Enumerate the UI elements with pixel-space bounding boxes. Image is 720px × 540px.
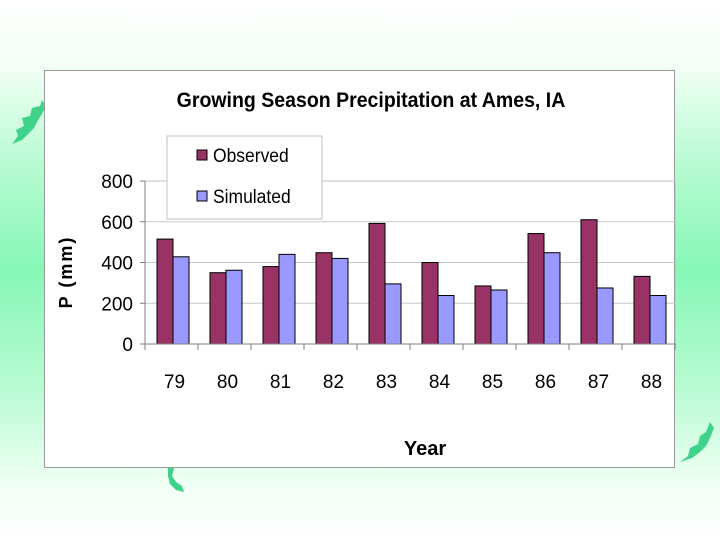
leaf-decor-left-icon (12, 100, 46, 144)
y-tick-label: 600 (101, 213, 133, 234)
bar-simulated-79 (172, 256, 190, 345)
label-layer: 0 200 400 600 800 79 80 81 82 83 84 85 86 87 88 (101, 172, 662, 393)
legend-swatch-simulated (196, 190, 208, 202)
x-tick-label: 86 (535, 372, 556, 393)
x-tick-label: 83 (376, 372, 397, 393)
x-axis-label: Year (404, 438, 446, 460)
bar-observed-87 (580, 219, 598, 345)
legend-label-observed: Observed (213, 144, 289, 166)
bar-simulated-80 (225, 269, 243, 345)
x-tick-label: 81 (270, 372, 291, 393)
y-tick-label: 800 (101, 172, 133, 193)
bar-observed-83 (368, 222, 386, 345)
chart-area: Growing Season Precipitation at Ames, IA… (44, 70, 677, 468)
leaf-decor-right-icon (680, 422, 714, 462)
x-tick-label: 88 (641, 372, 662, 393)
bar-observed-85 (474, 285, 492, 345)
bar-observed-79 (156, 238, 174, 345)
bar-simulated-83 (384, 283, 402, 345)
bar-layer (156, 219, 667, 345)
bar-simulated-82 (331, 257, 349, 345)
bar-observed-84 (421, 262, 439, 345)
bar-simulated-86 (543, 252, 561, 345)
x-tick-label: 84 (429, 372, 451, 393)
bar-observed-81 (262, 266, 280, 345)
y-tick-label: 0 (122, 335, 133, 356)
bar-observed-88 (633, 275, 651, 345)
bar-chart: Growing Season Precipitation at Ames, IA… (56, 89, 677, 460)
bar-simulated-84 (437, 295, 455, 345)
chart-title: Growing Season Precipitation at Ames, IA (177, 89, 566, 112)
x-tick-label: 85 (482, 372, 503, 393)
y-tick-label: 400 (101, 254, 133, 275)
bar-simulated-87 (596, 287, 614, 345)
bar-observed-82 (315, 252, 333, 345)
legend-box (166, 135, 323, 220)
x-tick-label: 80 (217, 372, 238, 393)
y-axis-label: P (mm) (56, 236, 76, 309)
bar-simulated-81 (278, 253, 296, 345)
leaf-decor-bottom-icon (168, 464, 184, 492)
x-tick-label: 82 (323, 372, 344, 393)
y-tick-label: 200 (101, 294, 133, 315)
x-tick-label: 87 (588, 372, 609, 393)
legend: Observed Simulated (166, 135, 323, 220)
legend-label-simulated: Simulated (213, 185, 291, 207)
bar-simulated-85 (490, 289, 508, 345)
x-tick-label: 79 (164, 372, 185, 393)
bar-simulated-88 (649, 295, 667, 345)
bar-observed-80 (209, 272, 227, 345)
legend-swatch-observed (196, 149, 208, 161)
axis-layer (140, 180, 676, 350)
bar-observed-86 (527, 233, 545, 345)
